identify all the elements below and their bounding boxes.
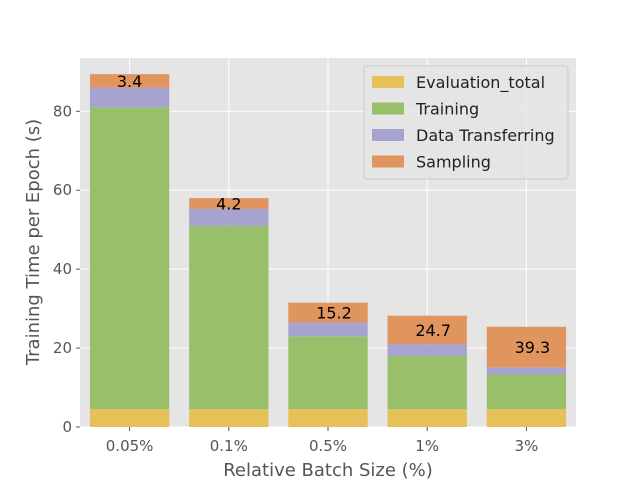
legend-swatch (372, 102, 404, 115)
y-tick-label: 40 (53, 260, 72, 278)
data-label: 39.3 (515, 338, 551, 357)
bar-segment (288, 336, 368, 410)
bar-segment (288, 322, 368, 337)
y-axis-label: Training Time per Epoch (s) (23, 119, 44, 366)
legend-label: Training (415, 100, 479, 119)
bar-segment (189, 225, 269, 410)
data-label: 3.4 (117, 72, 142, 91)
legend-label: Evaluation_total (416, 73, 545, 93)
bar-segment (189, 198, 269, 209)
data-label: 15.2 (316, 304, 352, 323)
legend-label: Data Transferring (416, 126, 555, 145)
y-tick-label: 20 (53, 339, 72, 357)
y-tick-label: 80 (53, 102, 72, 120)
y-tick-label: 60 (53, 181, 72, 199)
bar-segment (387, 409, 467, 427)
x-tick-label: 1% (415, 437, 439, 455)
data-label: 4.2 (216, 194, 241, 213)
bar-segment (288, 302, 368, 323)
x-tick-labels: 0.05% 0.1% 0.5% 1% 3% (106, 427, 539, 455)
legend: Evaluation_total Training Data Transferrin… (363, 65, 569, 180)
y-tick-labels: 0 20 40 60 80 (53, 102, 80, 436)
legend-label: Sampling (416, 153, 491, 172)
bar-segment (387, 344, 467, 356)
x-tick-label: 0.05% (106, 437, 154, 455)
x-axis-label: Relative Batch Size (%) (223, 460, 433, 480)
bar-segment (189, 409, 269, 427)
bar-segment (486, 326, 567, 368)
bar-segment (89, 87, 170, 108)
bar-segment (387, 355, 467, 410)
data-label: 24.7 (415, 321, 451, 340)
legend-swatch (372, 129, 404, 141)
x-tick-label: 0.5% (309, 437, 347, 455)
bar-segment (89, 409, 170, 427)
bar-segment (486, 374, 567, 410)
data-labels: 3.4 4.2 15.2 24.7 39.3 (117, 72, 550, 357)
bar-segment (288, 409, 368, 427)
bar-segment (89, 74, 170, 88)
bar-segment (486, 409, 567, 427)
legend-swatch (372, 76, 404, 88)
y-tick-label: 0 (62, 418, 72, 436)
bar-segment (89, 107, 170, 410)
bar-segment (486, 367, 567, 375)
bars (89, 74, 567, 427)
legend-swatch (372, 155, 404, 168)
bar-segment (387, 315, 467, 345)
legend-box (363, 65, 569, 180)
x-tick-label: 0.1% (210, 437, 248, 455)
bar-segment (189, 208, 269, 226)
x-tick-label: 3% (515, 437, 539, 455)
